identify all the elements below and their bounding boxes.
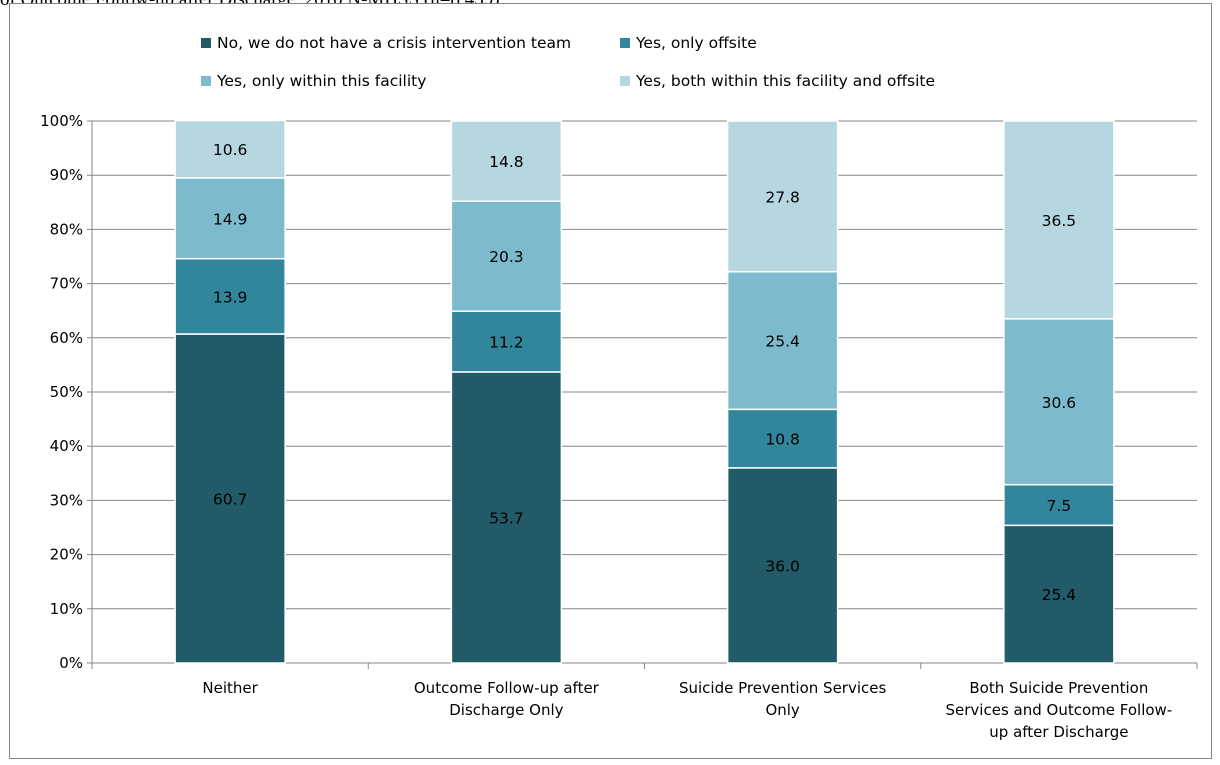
x-category-label: Both Suicide Prevention — [969, 679, 1148, 697]
data-label: 25.4 — [1042, 586, 1077, 604]
legend-swatch-both — [620, 76, 630, 86]
bar-segment — [726, 408, 839, 469]
y-tick-label: 0% — [59, 654, 83, 672]
data-label: 13.9 — [213, 288, 248, 306]
bar-segment — [450, 200, 563, 312]
bar-segment — [174, 333, 286, 664]
legend-label-no-team: No, we do not have a crisis intervention… — [217, 34, 572, 52]
chart-legend: No, we do not have a crisis intervention… — [0, 0, 1220, 100]
data-label: 14.9 — [213, 210, 248, 228]
bar-segment — [1003, 120, 1115, 320]
legend-item-both: Yes, both within this facility and offsi… — [620, 72, 935, 90]
y-tick-label: 100% — [40, 112, 83, 130]
x-category-label: Suicide Prevention Services — [679, 679, 887, 697]
bar-segment — [174, 177, 286, 260]
x-category-label: Neither — [202, 679, 258, 697]
bar-segment — [726, 467, 839, 664]
data-label: 30.6 — [1042, 394, 1077, 412]
data-label: 11.2 — [489, 334, 524, 352]
bar-segment — [1003, 483, 1115, 527]
data-label: 36.5 — [1042, 212, 1077, 230]
legend-swatch-only-within — [201, 76, 211, 86]
bar-segment — [726, 120, 839, 273]
legend-label-only-offsite: Yes, only offsite — [636, 34, 757, 52]
data-label: 36.0 — [765, 557, 800, 575]
data-label: 14.8 — [489, 153, 524, 171]
bar-segment — [726, 270, 839, 411]
legend-item-no-team: No, we do not have a crisis intervention… — [201, 34, 571, 52]
data-label: 25.4 — [765, 333, 800, 351]
x-category-label: Discharge Only — [449, 701, 563, 719]
x-category-label: Only — [765, 701, 799, 719]
x-category-label: up after Discharge — [989, 723, 1128, 741]
legend-label-only-within: Yes, only within this facility — [217, 72, 427, 90]
legend-item-only-offsite: Yes, only offsite — [620, 34, 757, 52]
x-category-label: Services and Outcome Follow- — [946, 701, 1173, 719]
data-label: 53.7 — [489, 509, 524, 527]
bar-segment — [450, 120, 563, 202]
data-label: 20.3 — [489, 248, 524, 266]
legend-swatch-only-offsite — [620, 38, 630, 48]
legend-swatch-no-team — [201, 38, 211, 48]
y-tick-label: 10% — [50, 600, 83, 618]
data-label: 27.8 — [765, 188, 800, 206]
x-category-label: Outcome Follow-up after — [414, 679, 600, 697]
y-tick-label: 30% — [50, 491, 83, 509]
y-tick-label: 80% — [50, 220, 83, 238]
bar-segment — [1003, 524, 1115, 664]
bar-segment — [1003, 318, 1115, 486]
data-label: 7.5 — [1047, 497, 1072, 515]
y-tick-label: 60% — [50, 329, 83, 347]
data-label: 10.8 — [765, 431, 800, 449]
data-label: 60.7 — [213, 491, 248, 509]
bar-segment — [174, 119, 286, 179]
data-label: 10.6 — [213, 141, 248, 159]
bar-segment — [450, 371, 563, 664]
legend-label-both: Yes, both within this facility and offsi… — [636, 72, 935, 90]
y-tick-label: 40% — [50, 437, 83, 455]
y-tick-label: 70% — [50, 275, 83, 293]
bar-segment — [450, 310, 563, 373]
y-tick-label: 50% — [50, 383, 83, 401]
y-tick-label: 20% — [50, 546, 83, 564]
legend-item-only-within: Yes, only within this facility — [201, 72, 426, 90]
y-tick-label: 90% — [50, 166, 83, 184]
